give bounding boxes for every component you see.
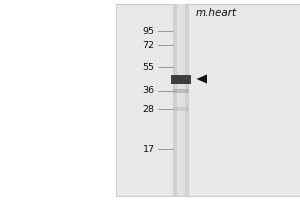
Text: 95: 95 (142, 26, 154, 36)
Text: 17: 17 (142, 144, 154, 154)
Text: 72: 72 (142, 40, 154, 49)
Bar (177, 4, 185, 196)
Text: 36: 36 (142, 86, 154, 95)
Bar (172, 107, 189, 111)
Polygon shape (196, 74, 207, 84)
Bar (172, 89, 189, 93)
Text: m.heart: m.heart (195, 8, 237, 18)
Bar (116, 4, 300, 196)
Bar (172, 4, 189, 196)
Text: 55: 55 (142, 62, 154, 72)
Bar (171, 74, 190, 84)
Text: 28: 28 (142, 104, 154, 114)
